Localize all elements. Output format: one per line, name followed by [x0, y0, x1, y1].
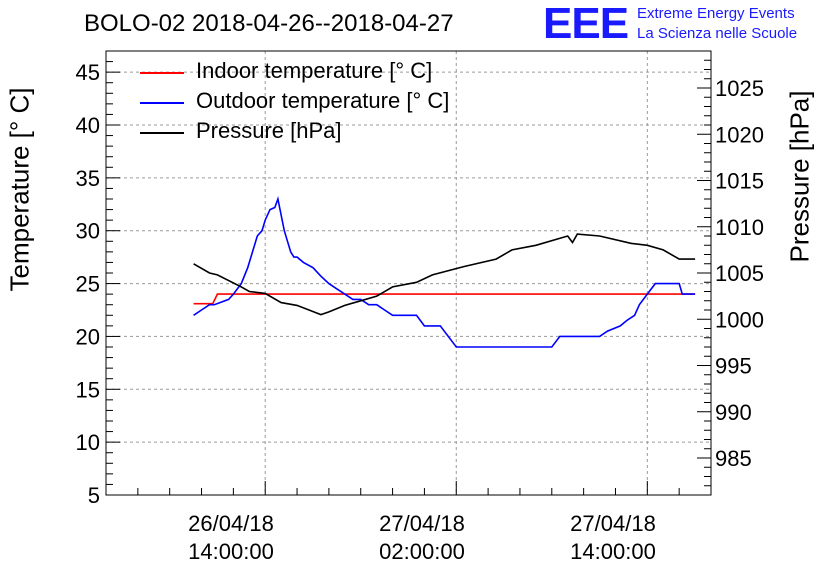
y-left-tick-label-7: 40	[76, 113, 100, 138]
y-right-tick-label-8: 1025	[715, 76, 764, 101]
y-left-tick-label-8: 45	[76, 60, 100, 85]
legend-label-indoor: Indoor temperature [° C]	[196, 58, 433, 83]
ticks: 5101520253035404598599099510001005101010…	[76, 59, 764, 508]
y-left-tick-label-6: 35	[76, 166, 100, 191]
chart-title: BOLO-02 2018-04-26--2018-04-27	[84, 10, 454, 37]
legend-swatch-outdoor	[140, 102, 184, 104]
y-right-tick-label-5: 1010	[715, 215, 764, 240]
x-tick-label-0: 26/04/18 14:00:00	[161, 510, 301, 566]
y-right-tick-label-4: 1005	[715, 261, 764, 286]
x-tick-date-1: 27/04/18	[379, 511, 465, 536]
y-right-tick-label-3: 1000	[715, 307, 764, 332]
y-right-tick-label-2: 995	[715, 354, 752, 379]
outdoor-temperature-line	[193, 196, 696, 348]
y-left-tick-label-2: 15	[76, 377, 100, 402]
x-tick-date-2: 27/04/18	[570, 511, 656, 536]
eee-logo: EEE	[543, 0, 629, 48]
y-left-tick-label-0: 5	[88, 483, 100, 508]
x-tick-time-0: 14:00:00	[188, 539, 274, 564]
logo-line-1: Extreme Energy Events	[637, 5, 795, 22]
legend-label-pressure: Pressure [hPa]	[196, 118, 342, 143]
y-left-tick-label-3: 20	[76, 324, 100, 349]
series-layer	[193, 196, 696, 348]
x-tick-date-0: 26/04/18	[188, 511, 274, 536]
legend-swatch-pressure	[140, 132, 184, 134]
y-axis-left-label: Temperature [° C]	[4, 87, 35, 292]
legend-swatch-indoor	[140, 72, 184, 74]
y-right-tick-label-7: 1020	[715, 122, 764, 147]
x-tick-label-1: 27/04/18 02:00:00	[352, 510, 492, 566]
indoor-temperature-line	[193, 293, 696, 305]
y-right-tick-label-1: 990	[715, 400, 752, 425]
pressure-line	[193, 233, 696, 316]
x-tick-time-2: 14:00:00	[570, 539, 656, 564]
y-left-tick-label-5: 30	[76, 219, 100, 244]
x-tick-time-1: 02:00:00	[379, 539, 465, 564]
y-left-tick-label-4: 25	[76, 272, 100, 297]
logo-line-2: La Scienza nelle Scuole	[637, 25, 798, 42]
legend-label-outdoor: Outdoor temperature [° C]	[196, 88, 450, 113]
y-left-tick-label-1: 10	[76, 430, 100, 455]
x-tick-label-2: 27/04/18 14:00:00	[543, 510, 683, 566]
y-right-tick-label-0: 985	[715, 446, 752, 471]
y-axis-right-label: Pressure [hPa]	[784, 90, 815, 263]
y-right-tick-label-6: 1015	[715, 169, 764, 194]
